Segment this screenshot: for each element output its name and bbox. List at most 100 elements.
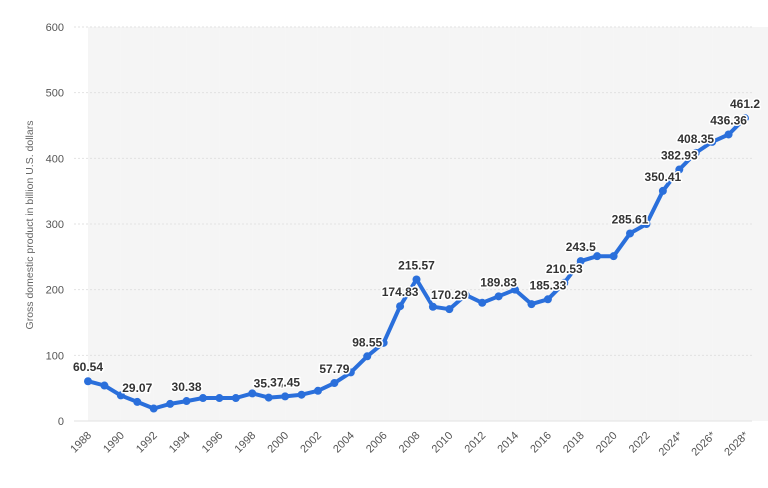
data-label: 57.79 (319, 362, 349, 376)
data-label: 60.54 (73, 360, 103, 374)
y-tick-label: 400 (46, 153, 64, 165)
column-band (580, 27, 614, 421)
data-label: 215.57 (398, 258, 435, 272)
x-tick-label: 2008 (397, 430, 423, 456)
data-point[interactable] (626, 229, 635, 238)
y-axis-label: Gross domestic product in billion U.S. d… (24, 121, 36, 330)
x-tick-label: 2010 (430, 430, 456, 456)
data-point[interactable] (560, 278, 569, 287)
data-label: 189.83 (480, 275, 517, 289)
data-point[interactable] (658, 186, 667, 195)
data-point[interactable] (149, 404, 158, 413)
data-point[interactable] (642, 220, 651, 228)
data-label: 174.83 (382, 285, 419, 299)
data-point[interactable] (428, 302, 437, 311)
data-label: 30.38 (172, 380, 202, 394)
data-point[interactable] (281, 392, 290, 401)
data-point[interactable] (741, 114, 749, 123)
data-label: 29.07 (122, 381, 152, 395)
x-tick-label: 2002 (298, 430, 324, 456)
x-tick-label: 2026* (689, 429, 718, 458)
x-tick-label: 2014 (495, 430, 521, 456)
data-point[interactable] (494, 292, 503, 301)
data-point[interactable] (724, 130, 733, 139)
data-label: 243.5 (566, 240, 596, 254)
data-point[interactable] (264, 393, 273, 402)
x-axis-ticks: 1988 1990 1992 1994 1996 1998 2000 2002 2004 2006… (68, 429, 751, 458)
data-point[interactable] (116, 391, 125, 400)
data-point[interactable] (708, 137, 717, 146)
data-point[interactable] (576, 257, 585, 266)
data-point[interactable] (346, 368, 355, 377)
data-point[interactable] (412, 275, 421, 284)
x-tick-label: 2028* (722, 429, 751, 458)
data-point[interactable] (330, 379, 339, 388)
data-label: 210.53 (546, 262, 583, 276)
data-point[interactable] (215, 394, 224, 403)
y-tick-label: 300 (46, 219, 64, 231)
data-point[interactable] (445, 305, 454, 314)
data-point[interactable] (248, 389, 257, 398)
data-point[interactable] (133, 397, 142, 406)
data-point[interactable] (198, 394, 207, 403)
column-band (416, 27, 450, 421)
x-tick-label: 1988 (68, 430, 94, 456)
gridlines (74, 26, 752, 422)
x-tick-label: 1996 (200, 430, 226, 456)
data-label: 185.33 (530, 278, 567, 292)
column-band (712, 27, 745, 421)
column-band (745, 27, 768, 421)
column-band (252, 27, 286, 421)
data-point[interactable] (478, 298, 487, 307)
x-tick-label: 2024* (657, 429, 686, 458)
data-label: 408.35 (677, 132, 714, 146)
data-point[interactable] (166, 399, 175, 408)
x-tick-label: 1990 (101, 430, 127, 456)
y-tick-label: 100 (46, 350, 64, 362)
data-point[interactable] (675, 165, 684, 174)
data-point[interactable] (691, 148, 700, 157)
data-point[interactable] (527, 300, 536, 309)
data-label: 285.61 (612, 212, 649, 226)
x-tick-label: 1992 (134, 430, 160, 456)
data-point[interactable] (297, 390, 306, 399)
x-tick-label: 2012 (463, 430, 489, 456)
x-tick-label: 2022 (627, 430, 653, 456)
data-label: 35.64 (254, 377, 284, 391)
y-tick-label: 500 (46, 88, 64, 100)
data-point[interactable] (609, 252, 618, 261)
data-point[interactable] (100, 381, 109, 390)
data-label: 461.2 (730, 97, 760, 111)
data-point[interactable] (182, 397, 191, 406)
data-point[interactable] (593, 252, 602, 261)
x-tick-label: 2000 (265, 430, 291, 456)
data-point[interactable] (461, 290, 470, 299)
data-point[interactable] (363, 352, 372, 361)
y-tick-label: 200 (46, 285, 64, 297)
data-label: 37.45 (270, 375, 300, 389)
data-point[interactable] (313, 386, 322, 395)
data-point[interactable] (379, 338, 388, 347)
data-point[interactable] (231, 394, 240, 403)
column-band (120, 27, 154, 421)
data-label: 436.36 (710, 113, 747, 127)
data-label: 350.41 (645, 170, 682, 184)
y-tick-label: 0 (58, 416, 64, 428)
y-axis-ticks: 0 100 200 300 400 500 600 (46, 22, 64, 428)
x-tick-label: 2020 (594, 430, 620, 456)
data-label: 170.29 (431, 288, 468, 302)
x-tick-label: 2006 (364, 430, 390, 456)
data-point[interactable] (511, 285, 520, 294)
data-point[interactable] (396, 302, 405, 311)
data-label: 382.93 (661, 149, 698, 163)
data-label: 98.55 (352, 335, 382, 349)
y-tick-label: 600 (46, 22, 64, 34)
data-point[interactable] (84, 377, 92, 386)
x-tick-label: 1998 (233, 430, 259, 456)
x-tick-label: 1994 (167, 430, 193, 456)
x-tick-label: 2004 (331, 430, 357, 456)
data-point[interactable] (543, 295, 552, 304)
